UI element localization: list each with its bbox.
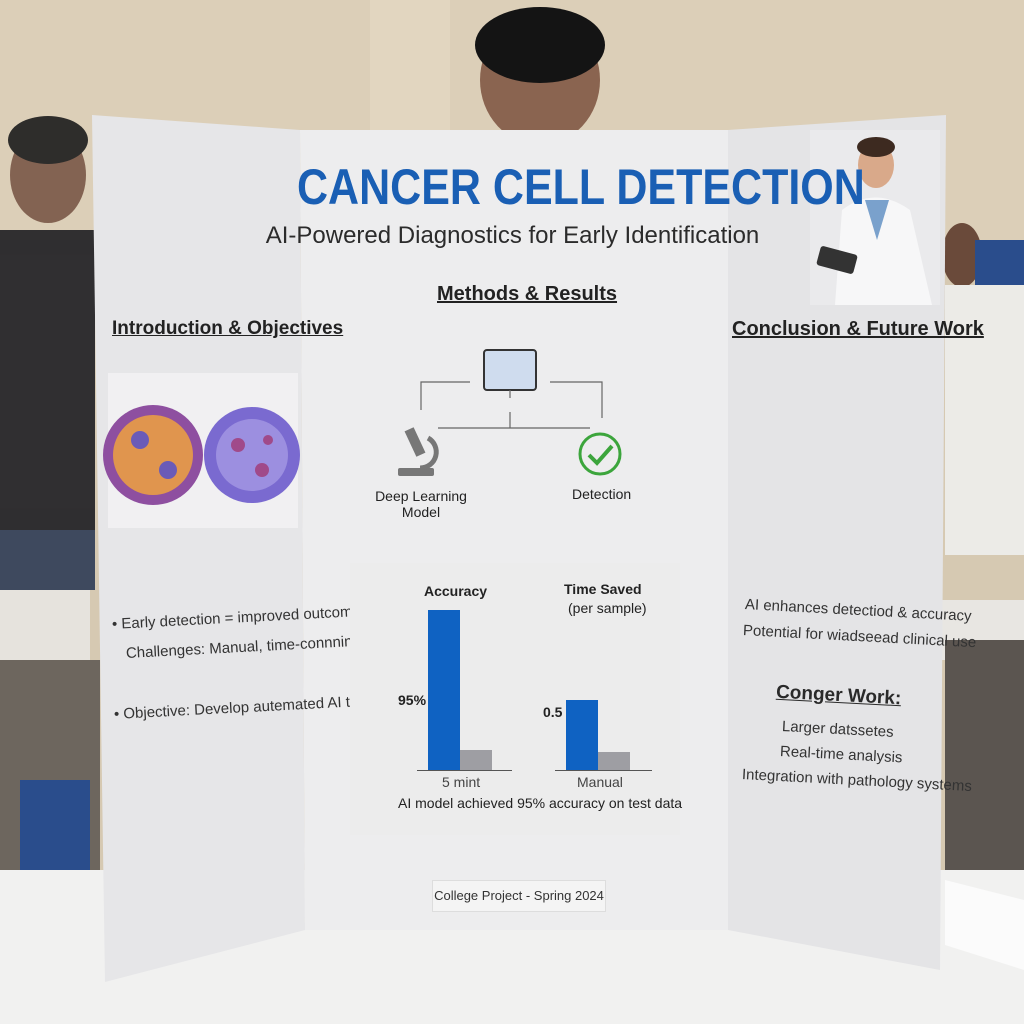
board-right-panel bbox=[728, 115, 946, 970]
introduction-heading: Introduction & Objectives bbox=[112, 318, 344, 339]
methods-heading: Methods & Results bbox=[437, 283, 618, 305]
checkmark-icon bbox=[578, 432, 622, 476]
diagram-node-detection: Detection bbox=[572, 486, 632, 502]
doctor-photo bbox=[810, 130, 940, 305]
time-xlabel: Manual bbox=[577, 774, 623, 790]
results-chart: Accuracy Time Saved (per sample) 95% 0.5… bbox=[350, 563, 683, 835]
bar-time-manual bbox=[598, 751, 630, 770]
time-axis bbox=[555, 770, 652, 771]
diagram-node-model: Deep Learning Model bbox=[371, 488, 471, 520]
accuracy-axis bbox=[417, 770, 512, 771]
time-subtitle: (per sample) bbox=[568, 600, 647, 616]
board-left-panel bbox=[92, 115, 305, 982]
person-left bbox=[0, 116, 95, 590]
project-footer: College Project - Spring 2024 bbox=[432, 880, 606, 912]
conclusion-heading: Conclusion & Future Work bbox=[732, 318, 984, 340]
accuracy-xlabel: 5 mint bbox=[442, 774, 481, 790]
diagram-node-model-line2: Model bbox=[401, 504, 441, 520]
accuracy-title: Accuracy bbox=[424, 583, 488, 599]
cancer-cell-illustration-1 bbox=[103, 405, 203, 505]
time-title: Time Saved bbox=[564, 581, 642, 597]
person-center bbox=[475, 7, 605, 145]
poster-title: CANCER CELL DETECTION bbox=[297, 159, 865, 215]
bar-accuracy-manual bbox=[460, 749, 492, 770]
microscope-icon bbox=[398, 427, 439, 476]
diagram-node-model-line1: Deep Learning bbox=[375, 488, 467, 504]
bar-time-ai bbox=[566, 700, 598, 770]
accuracy-data-label: 95% bbox=[398, 692, 427, 708]
cancer-cell-illustration-2 bbox=[204, 407, 300, 503]
time-data-label: 0.5 bbox=[543, 704, 563, 720]
workflow-diagram bbox=[420, 349, 603, 429]
chart-caption: AI model achieved 95% accuracy on test d… bbox=[398, 795, 683, 811]
bar-accuracy-ai bbox=[428, 610, 460, 770]
poster-subtitle: AI-Powered Diagnostics for Early Identif… bbox=[265, 222, 760, 249]
